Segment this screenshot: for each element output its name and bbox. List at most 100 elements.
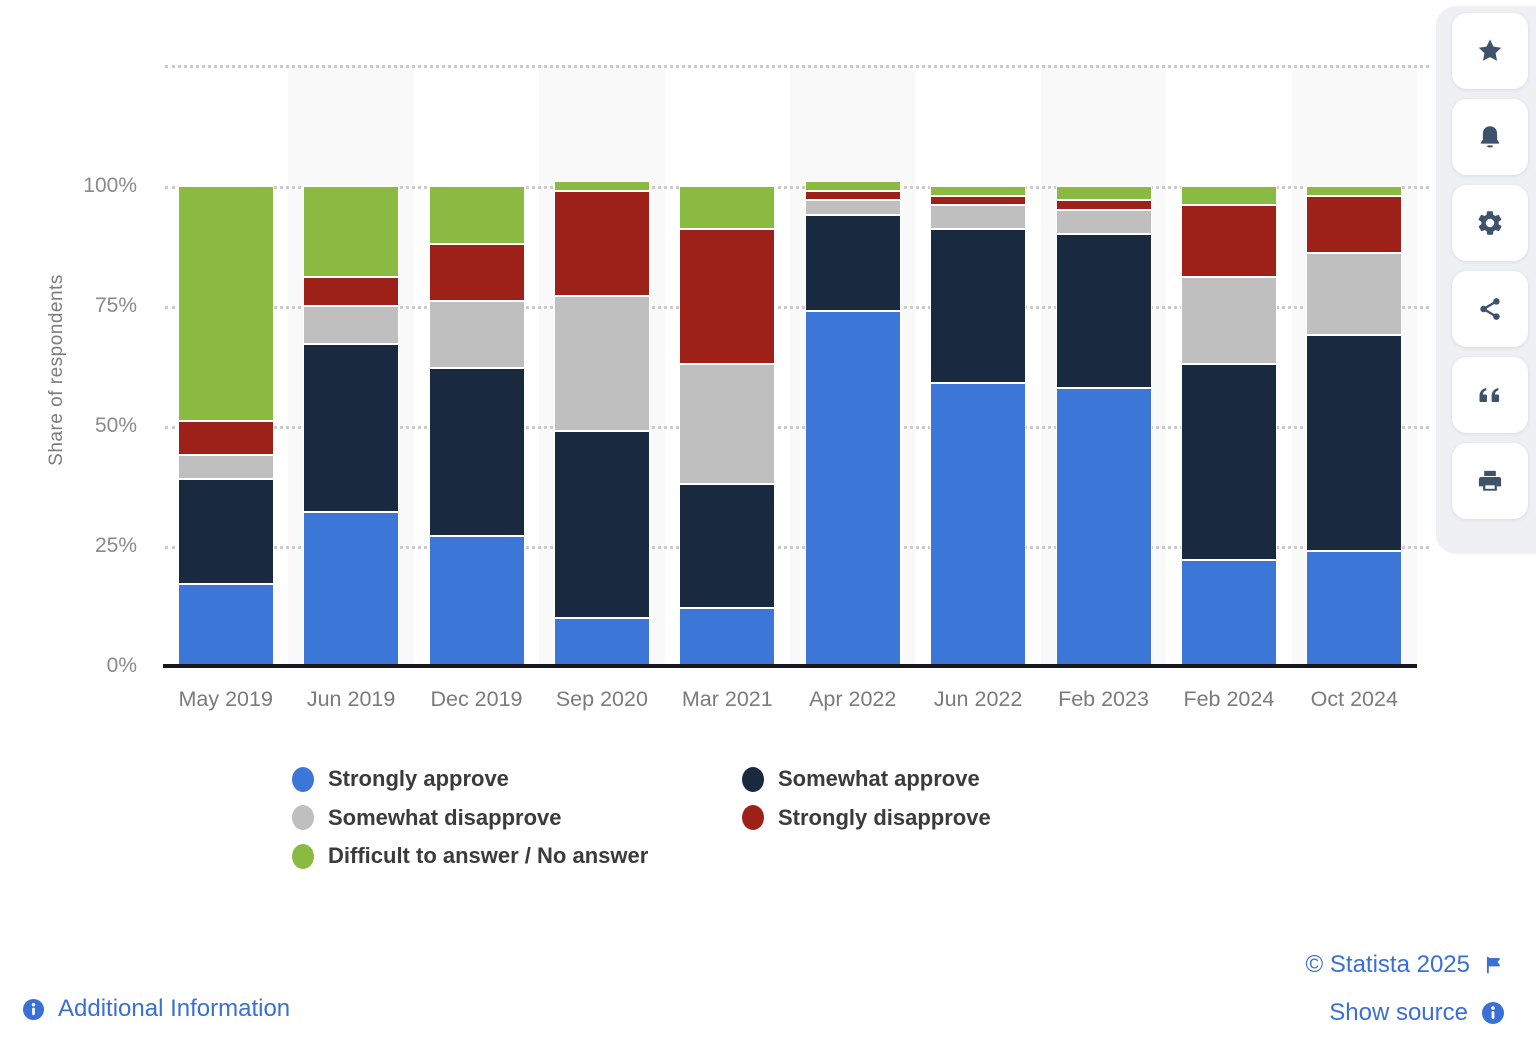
bar-segment-strongly-approve-dec-2019[interactable]	[428, 536, 525, 666]
bar-segment-strongly-approve-jun-2022[interactable]	[930, 382, 1027, 666]
bar-segment-somewhat-disapprove-sep-2020[interactable]	[553, 296, 650, 431]
info-icon	[1482, 1002, 1504, 1024]
legend-item-strongly-disapprove: Strongly disapprove	[742, 805, 991, 831]
bar-segment-somewhat-approve-jun-2019[interactable]	[303, 344, 400, 513]
gridline	[165, 186, 1429, 189]
bar-segment-strongly-approve-sep-2020[interactable]	[553, 618, 650, 666]
x-tick-label-jun-2022: Jun 2022	[933, 687, 1023, 711]
share-button[interactable]	[1452, 271, 1528, 347]
legend-label-difficult-to-answer-no-answer: Difficult to answer / No answer	[328, 843, 649, 868]
bar-segment-difficult-to-answer-no-answer-jun-2022[interactable]	[930, 186, 1027, 196]
x-tick-label-may-2019: May 2019	[178, 687, 273, 711]
y-tick-label-25: 25%	[94, 534, 137, 557]
quote-icon	[1479, 388, 1500, 402]
bar-segment-strongly-approve-jun-2019[interactable]	[303, 512, 400, 666]
bar-segment-somewhat-disapprove-mar-2021[interactable]	[679, 363, 776, 484]
bar-segment-strongly-disapprove-apr-2022[interactable]	[804, 190, 901, 201]
x-tick-label-sep-2020: Sep 2020	[555, 687, 648, 711]
legend-marker-difficult-to-answer-no-answer	[292, 843, 314, 869]
x-tick-label-dec-2019: Dec 2019	[430, 687, 523, 711]
bar-segment-strongly-approve-apr-2022[interactable]	[804, 310, 901, 666]
bar-segment-somewhat-approve-sep-2020[interactable]	[553, 430, 650, 618]
bar-segment-strongly-approve-feb-2023[interactable]	[1055, 387, 1152, 666]
x-tick-label-mar-2021: Mar 2021	[681, 687, 773, 711]
show-source-link[interactable]: Show source	[1329, 999, 1505, 1027]
bar-segment-strongly-disapprove-jun-2019[interactable]	[303, 277, 400, 306]
cite-button[interactable]	[1452, 357, 1528, 433]
bar-segment-strongly-disapprove-jun-2022[interactable]	[930, 195, 1027, 206]
bar-segment-difficult-to-answer-no-answer-dec-2019[interactable]	[428, 186, 525, 244]
x-tick-label-oct-2024: Oct 2024	[1310, 687, 1398, 711]
additional-information-link[interactable]: Additional Information	[22, 995, 290, 1023]
bar-segment-strongly-disapprove-dec-2019[interactable]	[428, 243, 525, 302]
x-tick-label-feb-2023: Feb 2023	[1058, 687, 1149, 711]
gridline	[165, 426, 1429, 429]
bar-segment-strongly-disapprove-may-2019[interactable]	[177, 421, 274, 455]
legend-label-strongly-approve: Strongly approve	[328, 766, 509, 791]
y-tick-label-75: 75%	[94, 294, 137, 317]
flag-icon	[1486, 956, 1500, 974]
bell-icon	[1480, 126, 1500, 148]
x-axis-line	[163, 664, 1417, 668]
bar-segment-somewhat-disapprove-apr-2022[interactable]	[804, 200, 901, 215]
bar-segment-difficult-to-answer-no-answer-jun-2019[interactable]	[303, 186, 400, 278]
bar-segment-strongly-disapprove-feb-2023[interactable]	[1055, 200, 1152, 210]
settings-button[interactable]	[1452, 185, 1528, 261]
y-tick-label-0: 0%	[106, 654, 137, 677]
legend-label-strongly-disapprove: Strongly disapprove	[778, 804, 991, 830]
bar-segment-somewhat-disapprove-may-2019[interactable]	[177, 454, 274, 479]
bar-segment-somewhat-approve-feb-2023[interactable]	[1055, 234, 1152, 388]
gridline	[165, 65, 1429, 68]
additional-information-label: Additional Information	[58, 995, 291, 1022]
gridline	[165, 306, 1429, 309]
copyright-label: © Statista 2025	[1305, 951, 1470, 978]
chart-legend: Strongly approve Somewhat approve Somewhat…	[292, 766, 1272, 886]
print-button[interactable]	[1452, 443, 1528, 519]
bar-segment-somewhat-approve-dec-2019[interactable]	[428, 368, 525, 537]
legend-item-strongly-approve: Strongly approve	[292, 766, 509, 792]
bar-segment-strongly-disapprove-oct-2024[interactable]	[1306, 195, 1403, 254]
bar-segment-strongly-disapprove-feb-2024[interactable]	[1180, 205, 1277, 278]
bar-segment-strongly-approve-may-2019[interactable]	[177, 584, 274, 666]
x-tick-label-feb-2024: Feb 2024	[1183, 687, 1275, 711]
bar-segment-somewhat-approve-oct-2024[interactable]	[1306, 334, 1403, 551]
legend-label-somewhat-approve: Somewhat approve	[778, 766, 980, 791]
bar-segment-difficult-to-answer-no-answer-feb-2024[interactable]	[1180, 186, 1277, 206]
favorite-button[interactable]	[1452, 13, 1528, 89]
bar-segment-somewhat-disapprove-feb-2024[interactable]	[1180, 277, 1277, 364]
info-icon	[22, 998, 45, 1020]
bar-segment-somewhat-disapprove-dec-2019[interactable]	[428, 301, 525, 369]
bar-segment-difficult-to-answer-no-answer-oct-2024[interactable]	[1306, 186, 1403, 196]
bar-segment-strongly-approve-oct-2024[interactable]	[1306, 550, 1403, 666]
bar-segment-strongly-approve-mar-2021[interactable]	[679, 608, 776, 666]
y-tick-label-50: 50%	[94, 414, 137, 437]
y-tick-label-100: 100%	[83, 174, 137, 197]
bar-segment-difficult-to-answer-no-answer-apr-2022[interactable]	[804, 181, 901, 191]
bar-segment-somewhat-disapprove-oct-2024[interactable]	[1306, 253, 1403, 335]
bar-segment-difficult-to-answer-no-answer-feb-2023[interactable]	[1055, 186, 1152, 201]
bar-segment-strongly-disapprove-sep-2020[interactable]	[553, 190, 650, 297]
printer-icon	[1478, 470, 1502, 491]
bar-segment-somewhat-disapprove-jun-2019[interactable]	[303, 306, 400, 345]
notifications-button[interactable]	[1452, 99, 1528, 175]
copyright-link[interactable]: © Statista 2025	[1306, 951, 1505, 979]
bar-segment-somewhat-approve-mar-2021[interactable]	[679, 483, 776, 609]
gear-icon	[1478, 211, 1502, 235]
gridline	[165, 546, 1429, 549]
x-tick-label-jun-2019: Jun 2019	[306, 687, 396, 711]
bar-segment-somewhat-approve-may-2019[interactable]	[177, 478, 274, 585]
bar-segment-strongly-approve-feb-2024[interactable]	[1180, 560, 1277, 666]
bar-segment-difficult-to-answer-no-answer-may-2019[interactable]	[177, 186, 274, 422]
legend-marker-somewhat-disapprove	[292, 805, 314, 830]
bar-segment-somewhat-disapprove-feb-2023[interactable]	[1055, 210, 1152, 234]
bar-segment-somewhat-approve-feb-2024[interactable]	[1180, 363, 1277, 561]
bar-segment-strongly-disapprove-mar-2021[interactable]	[679, 229, 776, 364]
bar-segment-somewhat-approve-apr-2022[interactable]	[804, 214, 901, 311]
share-icon	[1480, 298, 1500, 320]
bar-segment-somewhat-approve-jun-2022[interactable]	[930, 229, 1027, 383]
bar-segment-difficult-to-answer-no-answer-mar-2021[interactable]	[679, 186, 776, 230]
legend-marker-strongly-disapprove	[742, 805, 764, 830]
legend-marker-strongly-approve	[292, 766, 314, 792]
bar-segment-difficult-to-answer-no-answer-sep-2020[interactable]	[553, 181, 650, 191]
bar-segment-somewhat-disapprove-jun-2022[interactable]	[930, 205, 1027, 230]
